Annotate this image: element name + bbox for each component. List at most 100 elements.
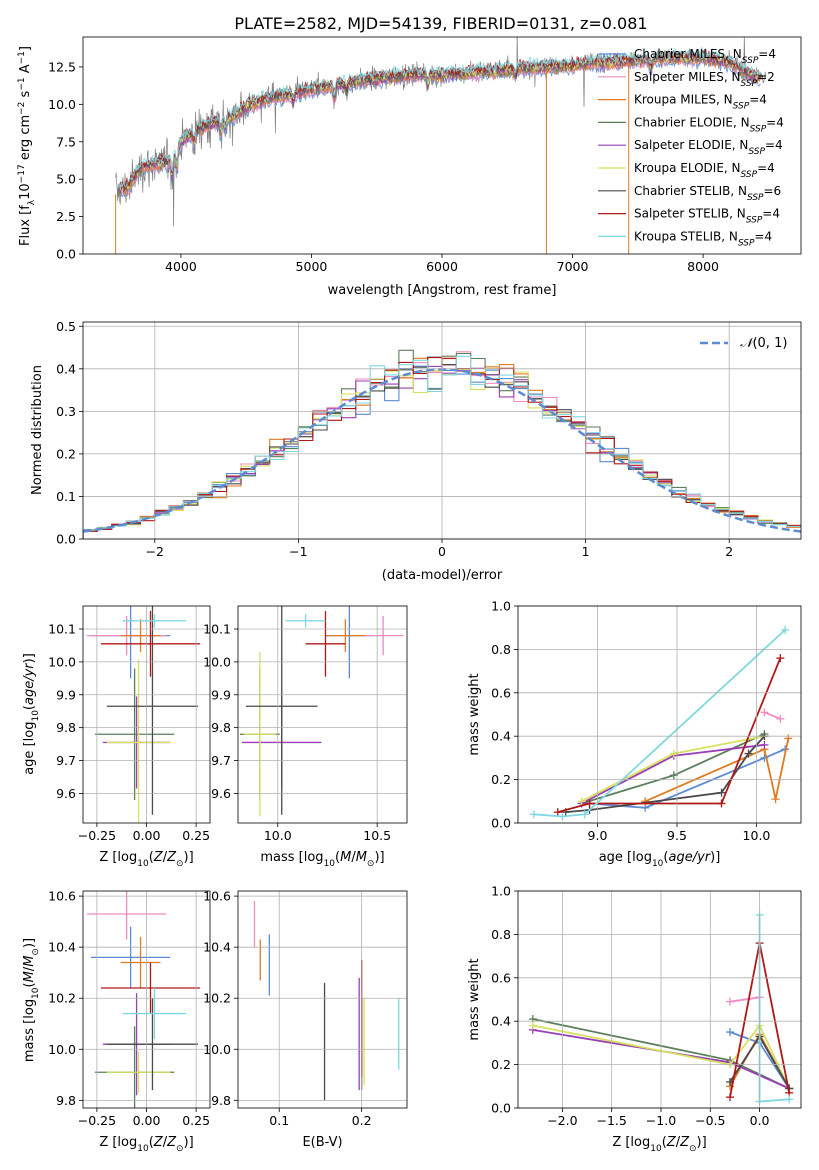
- x-tick-label: −1.0: [646, 1113, 676, 1128]
- plot-area: [115, 37, 767, 254]
- x-tick-label: 9.0: [588, 828, 608, 843]
- axes-frame: [517, 890, 802, 1109]
- legend-label: Chabrier MILES, NSSP=4: [634, 47, 776, 66]
- y-tick-label: 9.9: [211, 687, 231, 702]
- y-tick-label: 0.6: [491, 970, 511, 985]
- y-tick-label: 1.0: [491, 599, 511, 614]
- x-tick-label: 0: [438, 544, 446, 559]
- figure-title: PLATE=2582, MJD=54139, FIBERID=0131, z=0…: [234, 14, 647, 33]
- y-tick-label: 0.0: [491, 1101, 511, 1116]
- legend: Chabrier MILES, NSSP=4 Salpeter MILES, NS…: [598, 47, 784, 248]
- y-tick-label: 10.0: [48, 97, 76, 112]
- legend-label: Kroupa MILES, NSSP=4: [634, 93, 767, 112]
- axes-mass_vs_ebv: 0.1 0.2 9.8 10.0 10.2 10.4 10.6 E(B-V): [203, 889, 408, 1150]
- plot-area: [239, 606, 404, 817]
- y-tick-label: 10.4: [48, 940, 76, 955]
- x-tick-label: 0.1: [269, 1113, 289, 1128]
- y-tick-label: 10.0: [203, 654, 231, 669]
- axes-age_vs_Z: −0.25 0.00 0.25 9.6 9.7 9.8 9.9 10.0 10.1 Z [log1…: [22, 605, 211, 869]
- y-tick-label: 9.8: [56, 720, 76, 735]
- x-axis-label: mass [log10(M/M⊙)]: [260, 850, 384, 869]
- x-tick-label: −0.25: [78, 828, 116, 843]
- legend: 𝒩(0, 1): [700, 336, 787, 351]
- axes-weights_vs_age: 9.0 9.5 10.0 0.0 0.2 0.4 0.6 0.8 1.0 age [log10(a…: [467, 599, 802, 869]
- x-tick-label: 7000: [557, 259, 589, 274]
- y-tick-label: 0.8: [491, 927, 511, 942]
- y-tick-label: 0.3: [56, 404, 76, 419]
- legend-label: Chabrier ELODIE, NSSP=4: [634, 115, 784, 134]
- weight-line-salpeter_miles: [764, 711, 781, 720]
- x-tick-label: −1.5: [596, 1113, 626, 1128]
- x-tick-label: 0.0: [750, 1113, 770, 1128]
- plot-area: [86, 891, 201, 1108]
- x-tick-label: 9.5: [667, 828, 687, 843]
- x-tick-label: 0.25: [182, 828, 210, 843]
- y-tick-label: 0.5: [56, 319, 76, 334]
- x-tick-label: −2.0: [547, 1113, 577, 1128]
- legend-label: Salpeter STELIB, NSSP=4: [634, 207, 780, 226]
- weight-line-salpeter_miles: [729, 996, 760, 1003]
- x-tick-label: 5000: [296, 259, 328, 274]
- legend-label: 𝒩(0, 1): [740, 336, 787, 351]
- x-tick-label: 0.00: [133, 828, 161, 843]
- y-tick-label: 10.2: [203, 991, 231, 1006]
- y-tick-label: 0.0: [56, 532, 76, 547]
- y-tick-label: 0.2: [491, 1057, 511, 1072]
- y-tick-label: 0.1: [56, 489, 76, 504]
- y-tick-label: 9.6: [211, 786, 231, 801]
- y-axis-label: mass weight: [467, 673, 482, 755]
- axes-frame: [237, 890, 408, 1109]
- x-tick-label: 0.00: [133, 1113, 161, 1128]
- x-axis-label: Z [log10(Z/Z⊙)]: [612, 1135, 706, 1154]
- y-tick-label: 9.7: [211, 753, 231, 768]
- axes-frame: [237, 605, 408, 824]
- axes-residuals: −2 −1 0 1 2 0.0 0.1 0.2 0.3 0.4 0.5 (data-model)/er…: [30, 319, 802, 583]
- y-tick-label: 10.6: [48, 889, 76, 904]
- y-tick-label: 0.8: [491, 642, 511, 657]
- legend-label: Salpeter MILES, NSSP=2: [634, 70, 775, 89]
- x-tick-label: −1: [289, 544, 307, 559]
- y-tick-label: 10.6: [203, 889, 231, 904]
- y-tick-label: 10.0: [48, 654, 76, 669]
- x-axis-label: wavelength [Angstrom, rest frame]: [328, 283, 557, 298]
- y-tick-label: 1.0: [491, 884, 511, 899]
- legend-label: Salpeter ELODIE, NSSP=4: [634, 138, 783, 157]
- x-axis-label: Z [log10(Z/Z⊙)]: [99, 1135, 193, 1154]
- y-tick-label: 10.1: [48, 622, 76, 637]
- x-tick-label: 10.0: [743, 828, 771, 843]
- plot-area: [529, 625, 793, 821]
- y-tick-label: 0.0: [491, 816, 511, 831]
- y-tick-label: 0.6: [491, 685, 511, 700]
- y-tick-label: 0.2: [56, 446, 76, 461]
- weight-line-kroupa_miles: [644, 738, 790, 803]
- x-tick-label: 10.0: [264, 828, 292, 843]
- y-tick-label: 12.5: [48, 59, 76, 74]
- y-tick-label: 9.9: [56, 687, 76, 702]
- y-tick-label: 5.0: [56, 172, 76, 187]
- legend-label: Chabrier STELIB, NSSP=6: [634, 184, 781, 203]
- x-tick-label: −0.5: [695, 1113, 725, 1128]
- y-tick-label: 0.4: [56, 361, 76, 376]
- x-tick-label: 8000: [687, 259, 719, 274]
- y-axis-label: Normed distribution: [30, 365, 45, 495]
- y-axis-label: mass [log10(M/M⊙)]: [22, 938, 41, 1062]
- y-tick-label: 10.0: [48, 1042, 76, 1057]
- y-tick-label: 9.7: [56, 753, 76, 768]
- axes-weights_vs_Z: −2.0 −1.5 −1.0 −0.5 0.0 0.0 0.2 0.4 0.6 0.8 1.0 Z […: [467, 884, 802, 1154]
- axes-frame: [82, 890, 211, 1109]
- axes-frame: [82, 605, 211, 824]
- x-tick-label: −0.25: [78, 1113, 116, 1128]
- x-tick-label: 4000: [165, 259, 197, 274]
- x-tick-label: 10.5: [363, 828, 391, 843]
- y-tick-label: 0.0: [56, 247, 76, 262]
- x-axis-label: Z [log10(Z/Z⊙)]: [99, 850, 193, 869]
- y-axis-label: age [log10(age/yr)]: [22, 653, 41, 775]
- axes-spectrum: 4000 5000 6000 7000 8000 0.0 2.5 5.0 7.5 10.0 12.5…: [17, 36, 802, 298]
- plot-area: [86, 606, 201, 823]
- y-tick-label: 9.6: [56, 786, 76, 801]
- axes-age_vs_mass: 10.0 10.5 9.6 9.7 9.8 9.9 10.0 10.1 mass [log10(…: [203, 605, 408, 869]
- y-tick-label: 10.0: [203, 1042, 231, 1057]
- axes-frame: [517, 605, 802, 824]
- axes-frame: [82, 36, 802, 255]
